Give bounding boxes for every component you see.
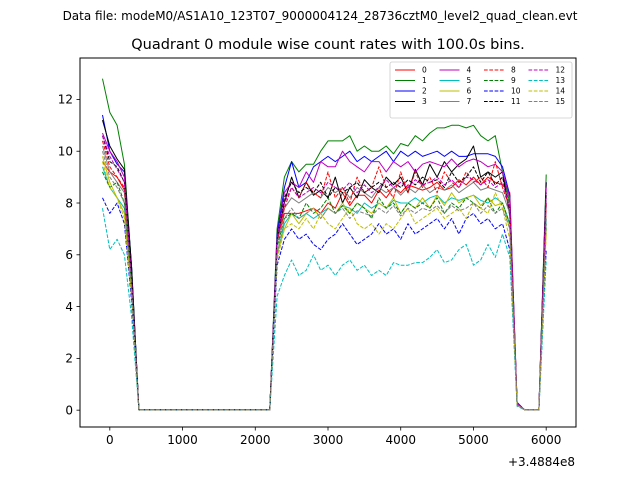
legend-label-7: 7	[467, 97, 472, 106]
series-line-12	[102, 135, 547, 411]
y-tick-label: 12	[58, 93, 73, 107]
series-line-8	[102, 140, 547, 411]
legend-label-10: 10	[511, 87, 521, 96]
y-tick-label: 2	[65, 352, 73, 366]
x-tick-label: 2000	[240, 433, 271, 447]
y-tick-label: 8	[65, 196, 73, 210]
x-tick-label: 0	[106, 433, 114, 447]
legend-label-0: 0	[422, 66, 427, 75]
legend-label-13: 13	[556, 76, 566, 85]
x-tick-label: 4000	[385, 433, 416, 447]
legend-label-11: 11	[511, 97, 521, 106]
y-axis: 0 2 4 6 8 10 12	[58, 93, 80, 417]
legend-label-9: 9	[511, 76, 516, 85]
series-line-15	[102, 151, 547, 411]
x-tick-label: 5000	[458, 433, 489, 447]
legend-label-6: 6	[467, 87, 472, 96]
x-tick-label: 6000	[531, 433, 562, 447]
x-tick-label: 1000	[167, 433, 198, 447]
x-offset-label: +3.4884e8	[508, 455, 575, 469]
legend-label-4: 4	[467, 66, 472, 75]
y-tick-label: 4	[65, 300, 73, 314]
legend-label-15: 15	[556, 97, 566, 106]
y-tick-label: 10	[58, 145, 73, 159]
y-tick-label: 6	[65, 248, 73, 262]
legend-label-14: 14	[556, 87, 566, 96]
legend-label-12: 12	[556, 66, 566, 75]
plot-area	[79, 57, 577, 428]
series-line-14	[102, 161, 547, 411]
series-layer	[102, 78, 547, 411]
legend-label-8: 8	[511, 66, 516, 75]
legend-label-1: 1	[422, 76, 427, 85]
axes-background	[80, 58, 576, 427]
legend-label-2: 2	[422, 87, 427, 96]
legend-label-5: 5	[467, 76, 472, 85]
x-axis: 0 1000 2000 3000 4000 5000 6000	[106, 427, 561, 447]
series-line-13	[102, 208, 547, 411]
legend-label-3: 3	[422, 97, 427, 106]
series-line-11	[102, 135, 547, 411]
y-tick-label: 0	[65, 403, 73, 417]
x-tick-label: 3000	[313, 433, 344, 447]
chart-suptitle: Data file: modeM0/AS1A10_123T07_90000041…	[63, 9, 578, 23]
chart-title: Quadrant 0 module wise count rates with …	[131, 37, 525, 53]
legend-box	[389, 61, 573, 119]
